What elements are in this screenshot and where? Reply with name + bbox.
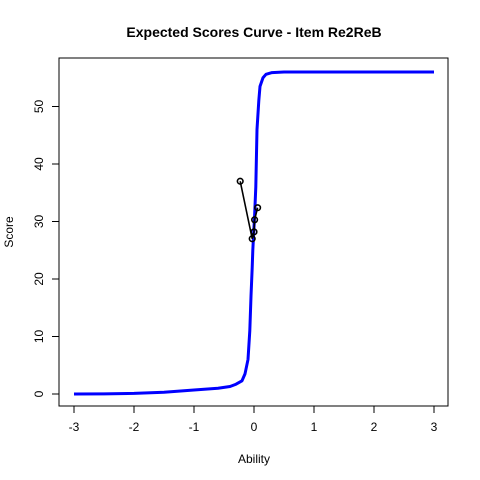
x-tick-label: 0	[251, 420, 258, 434]
y-tick-label: 50	[32, 100, 46, 114]
y-tick-label: 20	[32, 272, 46, 286]
observed-score-point	[251, 216, 259, 224]
observed-score-point	[236, 177, 244, 185]
y-axis: 0 10 20 30 40 50	[32, 100, 60, 397]
x-tick-label: 1	[311, 420, 318, 434]
x-axis: -3 -2 -1 0 1 2 3	[69, 405, 438, 434]
chart-title: Expected Scores Curve - Item Re2ReB	[126, 24, 381, 40]
y-tick-label: 40	[32, 157, 46, 171]
x-tick-label: -3	[69, 420, 80, 434]
x-axis-label: Ability	[238, 452, 270, 466]
x-tick-label: -1	[189, 420, 200, 434]
series-layer	[73, 70, 434, 396]
y-tick-label: 0	[32, 390, 46, 397]
y-tick-label: 30	[32, 215, 46, 229]
x-tick-label: 2	[371, 420, 378, 434]
observed-score-point	[254, 204, 262, 212]
x-tick-label: -2	[129, 420, 140, 434]
observed-score-point	[248, 235, 256, 243]
observed-score-point	[250, 228, 258, 236]
expected-score-curve	[73, 70, 434, 396]
observed-score-line	[239, 181, 259, 239]
y-tick-label: 10	[32, 330, 46, 344]
x-tick-label: 3	[431, 420, 438, 434]
y-axis-label: Score	[2, 216, 16, 248]
